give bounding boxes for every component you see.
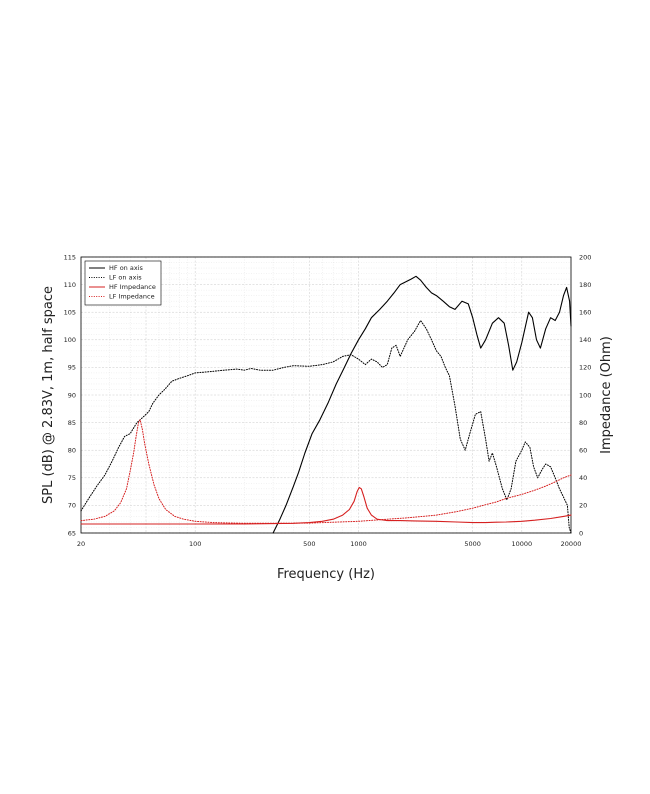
- x-tick-label: 10000: [511, 540, 532, 548]
- y2-tick-label: 20: [579, 502, 587, 510]
- y-tick-label: 70: [68, 502, 76, 510]
- y-axis-label: SPL (dB) @ 2.83V, 1m, half space: [41, 286, 56, 504]
- series-line-1: [272, 275, 572, 534]
- legend-label: LF on axis: [109, 274, 142, 282]
- y2-tick-label: 60: [579, 447, 587, 455]
- x-tick-label: 500: [303, 540, 315, 548]
- x-tick-label: 20000: [561, 540, 582, 548]
- x-tick-label: 20: [77, 540, 85, 548]
- legend-label: HF on axis: [109, 264, 143, 272]
- legend-label: HF Impedance: [109, 283, 156, 291]
- y-tick-label: 85: [68, 419, 76, 427]
- y2-tick-label: 120: [579, 364, 591, 372]
- y2-tick-label: 80: [579, 419, 587, 427]
- y-tick-label: 80: [68, 447, 76, 455]
- y2-tick-label: 100: [579, 391, 591, 399]
- series-line-4: [80, 419, 572, 524]
- axis-ticks: 20 100 500 1000 5000 10000 2000065707580859095…: [64, 253, 592, 548]
- y-tick-label: 65: [68, 529, 76, 537]
- x-axis-label: Frequency (Hz): [277, 567, 375, 582]
- plot-area: [80, 256, 572, 534]
- y2-tick-label: 0: [579, 529, 583, 537]
- series-lines: [80, 275, 572, 534]
- legend-label: LF Impedance: [109, 293, 155, 301]
- series-line-3: [80, 486, 572, 525]
- y-tick-label: 75: [68, 474, 76, 482]
- x-tick-label: 5000: [464, 540, 481, 548]
- y2-tick-label: 160: [579, 309, 591, 317]
- y2-axis-label: Impedance (Ohm): [599, 336, 614, 454]
- y-tick-label: 95: [68, 364, 76, 372]
- y2-tick-label: 200: [579, 253, 591, 261]
- y-tick-label: 100: [64, 336, 76, 344]
- x-tick-label: 100: [189, 540, 201, 548]
- x-tick-label: 1000: [350, 540, 367, 548]
- y-tick-label: 105: [64, 309, 76, 317]
- y-tick-label: 115: [64, 253, 76, 261]
- y2-tick-label: 140: [579, 336, 591, 344]
- y2-tick-label: 180: [579, 281, 591, 289]
- y2-tick-label: 40: [579, 474, 587, 482]
- series-line-2: [80, 320, 572, 534]
- y-tick-label: 110: [64, 281, 76, 289]
- y-tick-label: 90: [68, 391, 76, 399]
